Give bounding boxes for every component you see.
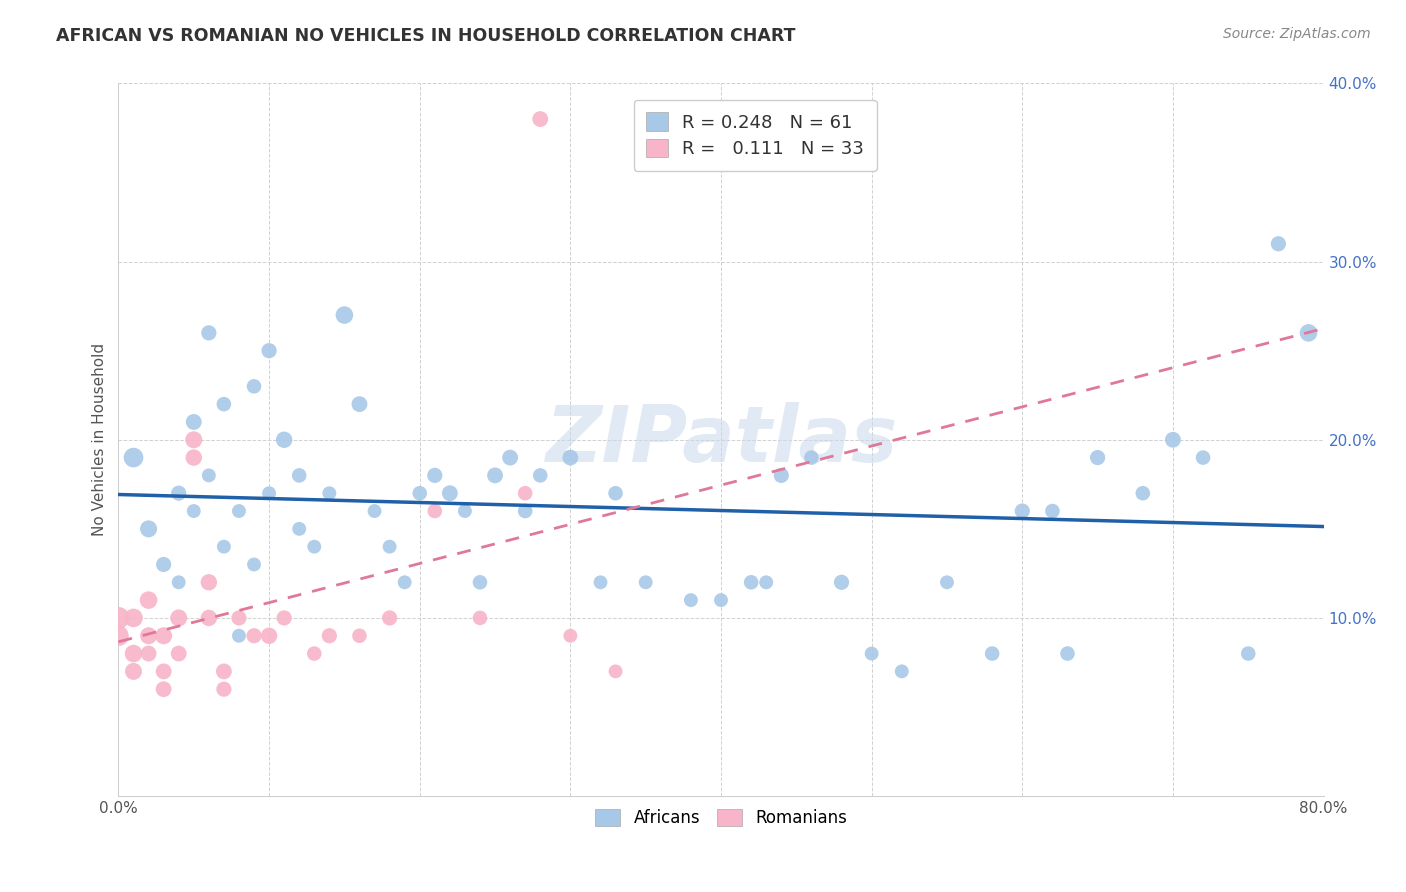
Point xyxy=(138,629,160,643)
Point xyxy=(1056,647,1078,661)
Point xyxy=(423,468,446,483)
Point xyxy=(1042,504,1064,518)
Text: ZIPatlas: ZIPatlas xyxy=(546,401,897,478)
Point xyxy=(499,450,522,465)
Point xyxy=(423,504,446,518)
Point xyxy=(755,575,778,590)
Point xyxy=(152,558,174,572)
Point xyxy=(679,593,702,607)
Point xyxy=(349,629,371,643)
Point xyxy=(634,575,657,590)
Point xyxy=(529,468,551,483)
Text: AFRICAN VS ROMANIAN NO VEHICLES IN HOUSEHOLD CORRELATION CHART: AFRICAN VS ROMANIAN NO VEHICLES IN HOUSE… xyxy=(56,27,796,45)
Point xyxy=(1237,647,1260,661)
Point xyxy=(183,504,205,518)
Point xyxy=(800,450,823,465)
Point xyxy=(122,611,145,625)
Point xyxy=(1087,450,1109,465)
Point xyxy=(770,468,793,483)
Point xyxy=(228,629,250,643)
Point xyxy=(167,611,190,625)
Point xyxy=(138,593,160,607)
Point xyxy=(273,611,295,625)
Point xyxy=(183,433,205,447)
Point xyxy=(243,629,266,643)
Point xyxy=(1267,236,1289,251)
Point xyxy=(228,504,250,518)
Point xyxy=(981,647,1004,661)
Point xyxy=(304,647,326,661)
Point xyxy=(484,468,506,483)
Point xyxy=(515,486,537,500)
Point xyxy=(198,468,221,483)
Point xyxy=(212,682,235,697)
Point xyxy=(740,575,762,590)
Point xyxy=(212,665,235,679)
Point xyxy=(454,504,477,518)
Point xyxy=(333,308,356,322)
Point xyxy=(107,611,129,625)
Point xyxy=(439,486,461,500)
Point xyxy=(288,468,311,483)
Point xyxy=(183,450,205,465)
Point xyxy=(212,540,235,554)
Point xyxy=(198,575,221,590)
Point xyxy=(257,486,280,500)
Point xyxy=(1132,486,1154,500)
Point xyxy=(167,486,190,500)
Point xyxy=(122,647,145,661)
Point xyxy=(349,397,371,411)
Point xyxy=(318,486,340,500)
Point xyxy=(152,665,174,679)
Point xyxy=(228,611,250,625)
Point xyxy=(515,504,537,518)
Point xyxy=(257,629,280,643)
Point xyxy=(212,397,235,411)
Point xyxy=(198,326,221,340)
Point xyxy=(936,575,959,590)
Point xyxy=(468,611,491,625)
Point xyxy=(409,486,432,500)
Point xyxy=(890,665,912,679)
Point xyxy=(589,575,612,590)
Point xyxy=(831,575,853,590)
Point xyxy=(138,647,160,661)
Point xyxy=(122,665,145,679)
Point xyxy=(605,486,627,500)
Legend: Africans, Romanians: Africans, Romanians xyxy=(589,803,853,834)
Point xyxy=(138,522,160,536)
Point xyxy=(1161,433,1184,447)
Text: Source: ZipAtlas.com: Source: ZipAtlas.com xyxy=(1223,27,1371,41)
Point xyxy=(363,504,385,518)
Point xyxy=(198,611,221,625)
Point xyxy=(243,379,266,393)
Point xyxy=(167,647,190,661)
Point xyxy=(1298,326,1320,340)
Point xyxy=(468,575,491,590)
Point xyxy=(560,629,582,643)
Point xyxy=(529,112,551,126)
Point xyxy=(152,629,174,643)
Point xyxy=(560,450,582,465)
Point xyxy=(152,682,174,697)
Point xyxy=(304,540,326,554)
Point xyxy=(273,433,295,447)
Point xyxy=(167,575,190,590)
Point xyxy=(318,629,340,643)
Point xyxy=(860,647,883,661)
Point xyxy=(378,540,401,554)
Point xyxy=(288,522,311,536)
Point xyxy=(257,343,280,358)
Point xyxy=(107,629,129,643)
Point xyxy=(378,611,401,625)
Point xyxy=(710,593,733,607)
Point xyxy=(183,415,205,429)
Point xyxy=(243,558,266,572)
Point xyxy=(394,575,416,590)
Y-axis label: No Vehicles in Household: No Vehicles in Household xyxy=(93,343,107,536)
Point xyxy=(605,665,627,679)
Point xyxy=(1011,504,1033,518)
Point xyxy=(122,450,145,465)
Point xyxy=(1192,450,1215,465)
